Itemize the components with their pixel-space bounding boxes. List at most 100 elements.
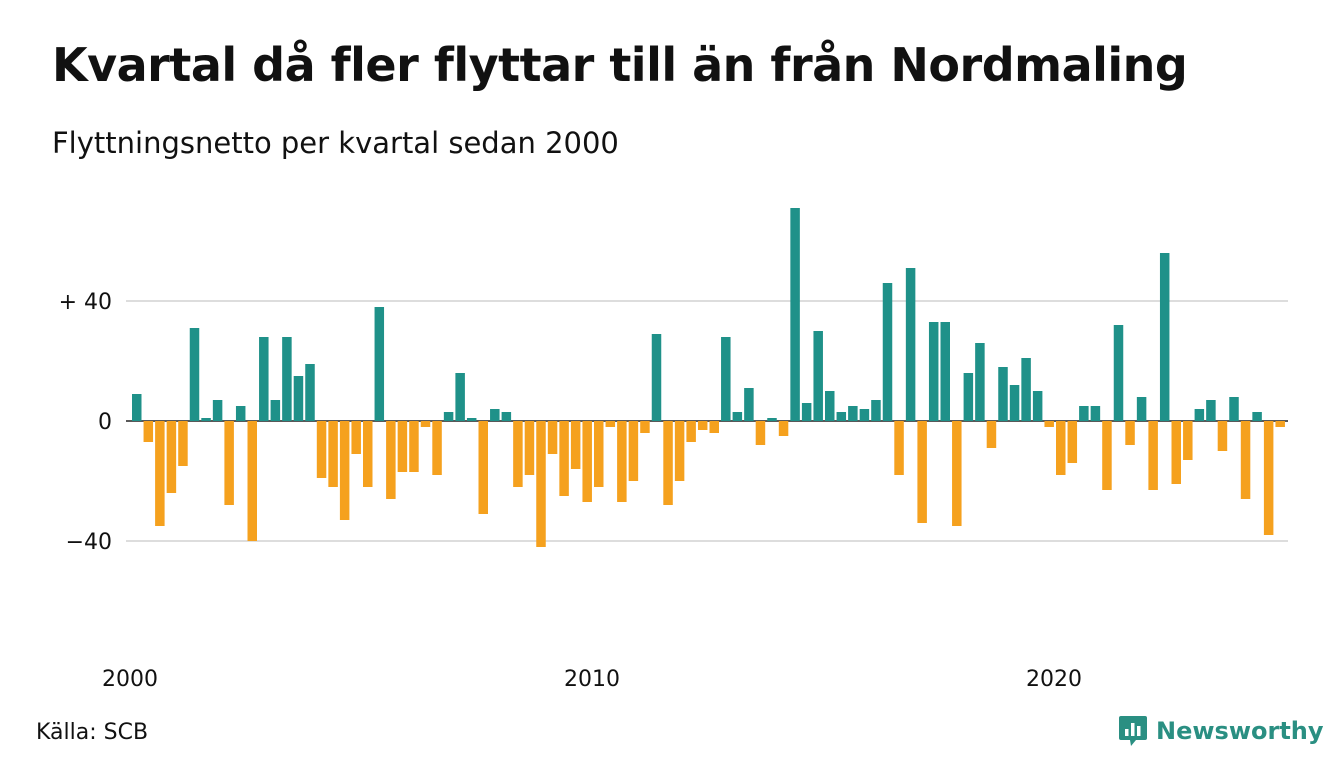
bar [339,421,350,520]
bar [432,421,442,475]
y-tick-label: −40 [66,530,112,555]
bar [305,364,315,421]
bar [1263,421,1274,535]
bar [363,421,373,487]
bar [594,421,604,487]
bar [490,409,500,421]
bar [547,421,558,454]
brand-logo: Newsworthy [1118,714,1324,748]
bar [351,421,361,454]
x-tick-label: 2000 [102,667,158,692]
bar [478,421,488,514]
bar [778,421,789,436]
bar [1159,253,1170,421]
bar [282,337,292,421]
bar [374,307,385,421]
bar [813,331,823,421]
bar [709,421,719,433]
bar [1009,385,1020,421]
bar [455,373,465,421]
bar [825,391,835,421]
bar [975,343,985,421]
bar [293,376,304,421]
bar [536,421,546,547]
bar [952,421,962,526]
bar [328,421,338,487]
bar [790,208,800,421]
bar [1113,325,1124,421]
bar [1021,358,1031,421]
bar [178,421,188,466]
bar [1275,421,1285,427]
bar [721,337,731,421]
bar [1090,406,1101,421]
bar [674,421,685,481]
bar [443,412,454,421]
bar [882,283,893,421]
bar [848,406,858,421]
bar [1136,397,1147,421]
bar [663,421,673,505]
x-tick-label: 2020 [1026,667,1082,692]
bar [640,421,650,433]
bar [917,421,927,523]
bar [409,421,419,472]
x-tick-label: 2010 [564,667,620,692]
bar [1079,406,1089,421]
brand-name: Newsworthy [1156,717,1324,745]
bar [386,421,396,499]
bar [928,322,939,421]
bar [859,409,870,421]
x-axis-ticks: 2000 2010 2020 [102,667,1082,692]
y-tick-label: + 40 [59,290,112,315]
bar [397,421,408,472]
bar [559,421,569,496]
source-note: Källa: SCB [36,720,149,745]
chart-title: Kvartal då fler flyttar till än från Nor… [52,38,1188,92]
bar [201,418,211,421]
y-axis-ticks: + 40 0 −40 [59,290,112,555]
bar [247,421,257,541]
bar [235,406,246,421]
bar [651,334,662,421]
bar [143,421,154,442]
bar [316,421,327,478]
bar [1056,421,1066,475]
bar [686,421,696,442]
bar [1183,421,1193,460]
bar [617,421,627,502]
bar [524,421,535,475]
bar [1217,421,1228,451]
bar [189,328,200,421]
y-tick-label: 0 [98,410,112,435]
bar [1148,421,1158,490]
bar [998,367,1008,421]
bar [744,388,754,421]
bars [132,208,1285,547]
bar [1240,421,1251,499]
newsworthy-logo-icon [1119,716,1147,746]
bar [767,418,777,421]
bar [1206,400,1216,421]
bar [270,400,281,421]
bar [755,421,766,445]
bar [871,400,881,421]
bar [732,412,743,421]
bar [501,412,512,421]
bar [905,268,916,421]
chart-subtitle: Flyttningsnetto per kvartal sedan 2000 [52,126,619,160]
bar [894,421,904,475]
bar [963,373,974,421]
bar [1171,421,1181,484]
bar [1067,421,1078,463]
bar [1032,391,1043,421]
bar [1229,397,1239,421]
bar [1102,421,1112,490]
bar [582,421,592,502]
bar [513,421,523,487]
bar [570,421,581,469]
bar [801,403,812,421]
bar [1125,421,1135,445]
bar [628,421,639,481]
